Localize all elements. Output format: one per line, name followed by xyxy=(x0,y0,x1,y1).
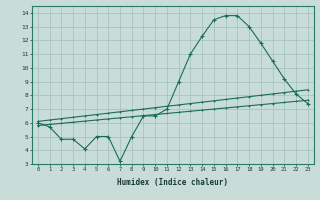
X-axis label: Humidex (Indice chaleur): Humidex (Indice chaleur) xyxy=(117,178,228,187)
